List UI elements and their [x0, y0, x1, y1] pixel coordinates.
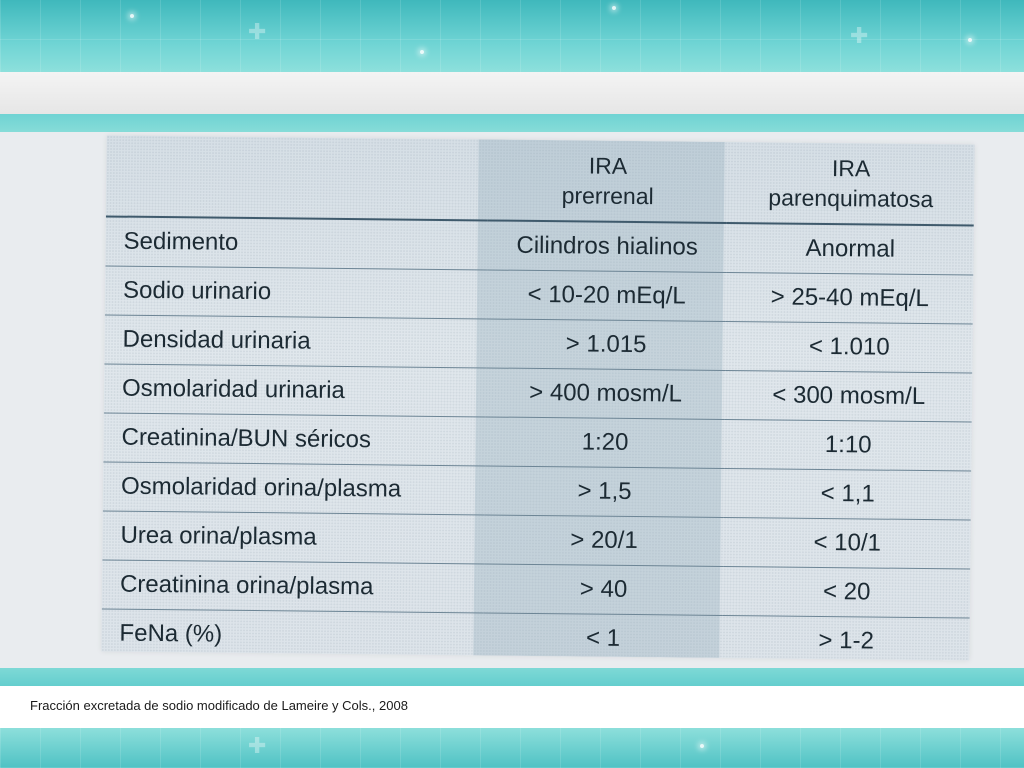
- cell-parenquimatosa: 1:10: [724, 419, 972, 472]
- header-empty: [105, 135, 489, 221]
- cell-prerrenal: > 400 mosm/L: [485, 367, 726, 420]
- cell-parenquimatosa: > 25-40 mEq/L: [726, 272, 974, 325]
- row-label: Urea orina/plasma: [102, 510, 485, 564]
- plus-icon: ✚: [850, 24, 869, 49]
- table-row: Sedimento Cilindros hialinos Anormal: [105, 216, 974, 276]
- table-row: Osmolaridad orina/plasma > 1,5 < 1,1: [102, 461, 972, 521]
- cell-parenquimatosa: < 20: [723, 566, 971, 619]
- header-prerrenal-line1: IRA: [588, 152, 628, 179]
- sparkle-icon: [968, 38, 972, 42]
- cell-prerrenal: > 40: [483, 563, 724, 616]
- teal-divider-bottom: [0, 668, 1024, 686]
- cell-parenquimatosa: Anormal: [726, 222, 974, 276]
- top-decorative-banner: ✚ ✚: [0, 0, 1024, 72]
- source-caption: Fracción excretada de sodio modificado d…: [30, 698, 408, 713]
- caption-band: [0, 686, 1024, 728]
- cell-prerrenal: < 1: [482, 612, 724, 661]
- plus-icon: ✚: [248, 20, 267, 45]
- row-label: Osmolaridad orina/plasma: [102, 461, 485, 515]
- row-label: Sedimento: [105, 216, 488, 270]
- cell-prerrenal: < 10-20 mEq/L: [486, 269, 727, 322]
- sparkle-icon: [612, 6, 616, 10]
- header-prerrenal: IRA prerrenal: [487, 139, 729, 223]
- header-parenquimatosa-line2: parenquimatosa: [768, 184, 934, 213]
- cell-prerrenal: 1:20: [484, 416, 726, 469]
- row-label: Densidad urinaria: [104, 314, 487, 368]
- row-label: Osmolaridad urinaria: [103, 363, 486, 417]
- cell-prerrenal: > 1.015: [485, 318, 727, 371]
- header-prerrenal-line2: prerrenal: [561, 182, 654, 210]
- ira-comparison-table: IRA prerrenal IRA parenquimatosa Sedimen…: [101, 135, 975, 661]
- row-label: Creatinina/BUN séricos: [103, 412, 486, 466]
- sparkle-icon: [700, 744, 704, 748]
- plus-icon: ✚: [248, 734, 267, 759]
- row-label: Creatinina orina/plasma: [101, 559, 484, 613]
- sparkle-icon: [420, 50, 424, 54]
- cell-prerrenal: Cilindros hialinos: [486, 220, 728, 273]
- table-photo: IRA prerrenal IRA parenquimatosa Sedimen…: [101, 135, 975, 661]
- table-row: FeNa (%) < 1 > 1-2: [101, 608, 970, 661]
- table-row: Creatinina/BUN séricos 1:20 1:10: [103, 412, 972, 472]
- cell-parenquimatosa: < 1,1: [724, 468, 972, 521]
- header-parenquimatosa: IRA parenquimatosa: [727, 141, 975, 226]
- background-grid: [0, 0, 1024, 72]
- title-band: [0, 72, 1024, 114]
- cell-parenquimatosa: < 300 mosm/L: [725, 370, 973, 423]
- background-grid: [0, 728, 1024, 768]
- sparkle-icon: [130, 14, 134, 18]
- cell-parenquimatosa: < 1.010: [725, 321, 973, 374]
- cell-prerrenal: > 20/1: [483, 514, 725, 567]
- row-label: Sodio urinario: [104, 265, 487, 319]
- bottom-decorative-banner: ✚: [0, 728, 1024, 768]
- teal-divider-top: [0, 114, 1024, 132]
- cell-parenquimatosa: < 10/1: [723, 517, 971, 570]
- cell-parenquimatosa: > 1-2: [722, 615, 970, 661]
- table-header-row: IRA prerrenal IRA parenquimatosa: [105, 135, 975, 226]
- cell-prerrenal: > 1,5: [484, 465, 725, 518]
- header-parenquimatosa-line1: IRA: [831, 155, 871, 182]
